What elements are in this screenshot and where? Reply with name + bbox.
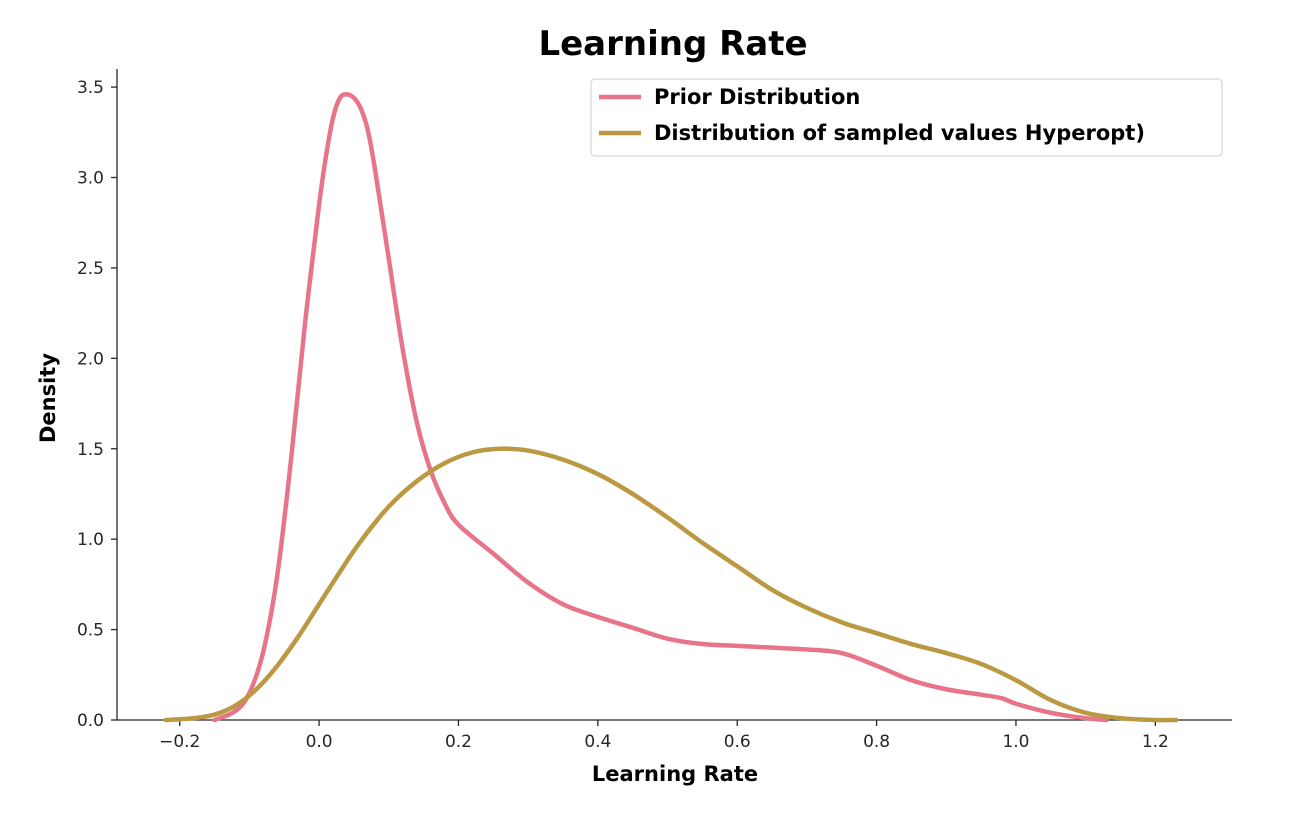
y-tick-label: 1.0 (77, 530, 104, 550)
x-tick-label: 1.0 (1002, 732, 1029, 752)
x-tick-label: 0.4 (584, 732, 611, 752)
y-tick-label: 3.0 (77, 169, 104, 189)
y-axis-label: Density (36, 353, 60, 443)
y-tick-label: 2.5 (77, 259, 104, 279)
x-tick-label: −0.2 (159, 732, 200, 752)
y-tick-label: 1.5 (77, 440, 104, 460)
sampled-distribution-line (163, 446, 1179, 723)
series-layer (163, 92, 1179, 723)
x-axis-label: Learning Rate (592, 762, 758, 786)
y-tick-label: 3.5 (77, 78, 104, 98)
legend: Prior Distribution Distribution of sample… (590, 78, 1223, 157)
x-tick-label: 0.2 (445, 732, 472, 752)
x-tick-label: 0.6 (724, 732, 751, 752)
y-tick-label: 0.5 (77, 621, 104, 641)
legend-label: Distribution of sampled values Hyperopt) (654, 121, 1145, 145)
y-tick-label: 2.0 (77, 349, 104, 369)
x-tick-label: 0.8 (863, 732, 890, 752)
x-tick-label: 0.0 (306, 732, 333, 752)
y-tick-label: 0.0 (77, 711, 104, 731)
legend-label: Prior Distribution (654, 85, 860, 109)
x-tick-label: 1.2 (1142, 732, 1169, 752)
chart-title: Learning Rate (538, 24, 807, 64)
prior-distribution-line (212, 92, 1109, 723)
legend-box (590, 78, 1223, 157)
axes: −0.2 0.0 0.2 0.4 0.6 0.8 1.0 1.2 0.0 0.5 1.0 1.5 2.0… (77, 69, 1232, 752)
